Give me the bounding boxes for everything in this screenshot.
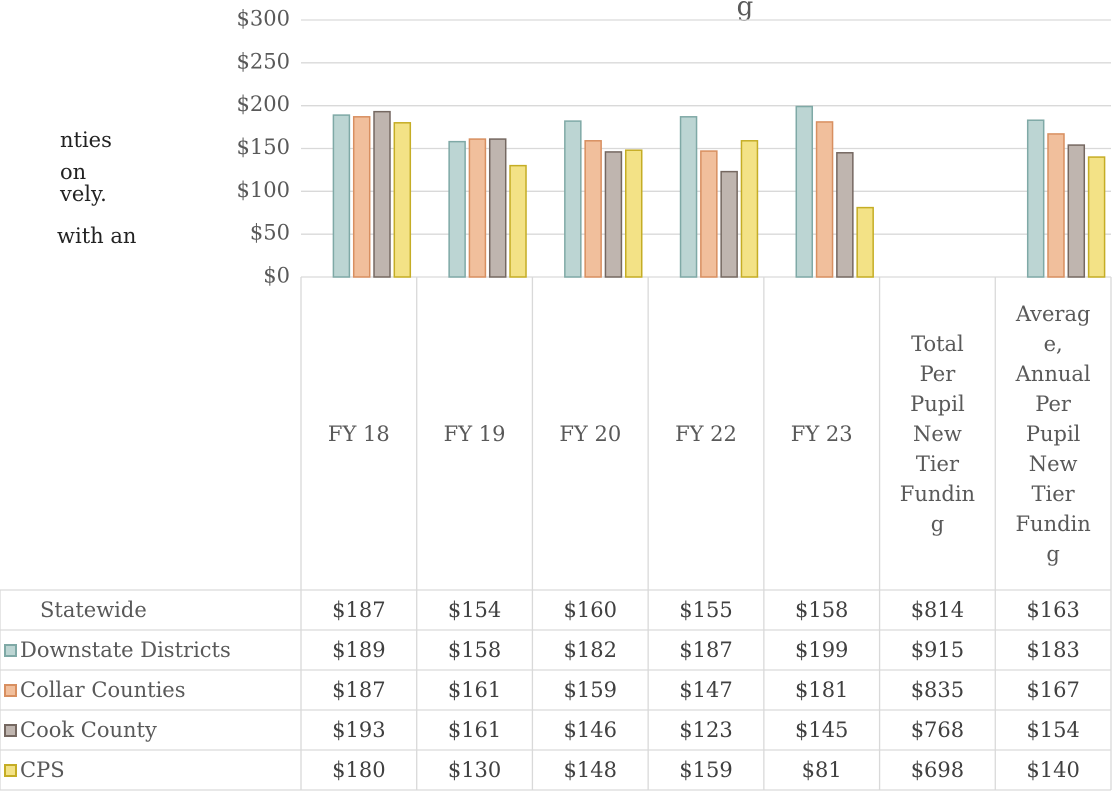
legend-key bbox=[4, 604, 20, 617]
y-tick-label: $200 bbox=[237, 92, 290, 116]
bar bbox=[448, 140, 466, 278]
bar bbox=[1067, 144, 1086, 278]
legend-key bbox=[4, 643, 17, 657]
x-tick-label: Average, Annual Per Pupil New Tier Fundi… bbox=[1015, 301, 1091, 566]
bar bbox=[856, 206, 874, 278]
legend-label: Cook County bbox=[20, 718, 157, 742]
table-value: $161 bbox=[447, 718, 502, 742]
bar bbox=[564, 120, 582, 278]
legend-entry: Statewide bbox=[0, 590, 301, 630]
bar bbox=[624, 149, 643, 278]
legend-label: CPS bbox=[20, 758, 65, 782]
bar bbox=[393, 122, 412, 278]
table-value: $81 bbox=[801, 758, 842, 782]
y-tick-label: $50 bbox=[250, 221, 290, 245]
bar bbox=[1026, 119, 1045, 278]
bar bbox=[815, 121, 834, 278]
table-value: $123 bbox=[679, 718, 733, 742]
table-value: $183 bbox=[1026, 638, 1080, 662]
table-value: $189 bbox=[332, 638, 386, 662]
table-value: $145 bbox=[794, 718, 849, 742]
table-value: $199 bbox=[794, 638, 849, 662]
y-tick-label: $300 bbox=[237, 7, 290, 31]
table-value: $154 bbox=[1026, 718, 1080, 742]
table-value: $187 bbox=[332, 598, 386, 622]
legend-key bbox=[4, 763, 17, 777]
bar bbox=[604, 151, 623, 278]
chart-title: g bbox=[737, 0, 754, 22]
background-text: with an bbox=[57, 224, 137, 248]
table-value: $814 bbox=[910, 598, 965, 622]
bar bbox=[1047, 133, 1065, 278]
background-text: nties bbox=[60, 128, 112, 152]
bar bbox=[740, 140, 759, 278]
x-tick-label: FY 23 bbox=[790, 421, 853, 446]
bar bbox=[795, 105, 814, 278]
table-value: $130 bbox=[447, 758, 502, 782]
y-tick-label: $250 bbox=[237, 49, 290, 73]
bar bbox=[468, 138, 487, 278]
table-value: $160 bbox=[563, 598, 617, 622]
table-value: $698 bbox=[910, 758, 965, 782]
x-tick-label: FY 18 bbox=[327, 421, 390, 446]
table-value: $155 bbox=[679, 598, 733, 622]
x-tick-label: Total Per Pupil New Tier Funding bbox=[899, 331, 976, 536]
legend-key bbox=[4, 683, 17, 697]
table-value: $154 bbox=[447, 598, 502, 622]
table-value: $835 bbox=[910, 678, 965, 702]
table-value: $161 bbox=[447, 678, 502, 702]
legend-entry: Cook County bbox=[0, 710, 301, 750]
bar bbox=[700, 150, 718, 278]
bar bbox=[352, 116, 371, 278]
legend-entry: Downstate Districts bbox=[0, 630, 301, 670]
y-tick-label: $100 bbox=[237, 178, 290, 202]
y-tick-label: $0 bbox=[263, 264, 290, 288]
legend-key bbox=[4, 723, 17, 737]
table-value: $193 bbox=[332, 718, 386, 742]
bar bbox=[332, 114, 351, 278]
y-tick-label: $150 bbox=[237, 135, 290, 159]
legend-label: Statewide bbox=[40, 598, 147, 622]
bar bbox=[679, 116, 698, 278]
bar bbox=[509, 164, 527, 278]
bar bbox=[1087, 156, 1106, 278]
table-value: $187 bbox=[332, 678, 386, 702]
legend-label: Downstate Districts bbox=[20, 638, 231, 662]
x-tick-label: FY 22 bbox=[675, 421, 737, 446]
bar bbox=[488, 138, 507, 278]
background-text: vely. bbox=[60, 182, 107, 206]
table-value: $167 bbox=[1026, 678, 1080, 702]
table-value: $163 bbox=[1026, 598, 1080, 622]
table-value: $180 bbox=[332, 758, 386, 782]
table-value: $181 bbox=[794, 678, 849, 702]
table-value: $915 bbox=[910, 638, 965, 662]
bar bbox=[584, 140, 602, 278]
table-value: $148 bbox=[563, 758, 617, 782]
table-value: $146 bbox=[563, 718, 617, 742]
table-value: $768 bbox=[910, 718, 965, 742]
table-value: $147 bbox=[679, 678, 733, 702]
table-value: $187 bbox=[679, 638, 733, 662]
legend-entry: CPS bbox=[0, 750, 301, 790]
table-value: $140 bbox=[1026, 758, 1080, 782]
table-value: $158 bbox=[447, 638, 502, 662]
background-text: on bbox=[60, 160, 87, 184]
table-value: $159 bbox=[679, 758, 733, 782]
x-tick-label: FY 19 bbox=[443, 421, 506, 446]
legend-label: Collar Counties bbox=[20, 678, 186, 702]
bar bbox=[720, 170, 738, 278]
bar bbox=[836, 152, 854, 278]
table-value: $182 bbox=[563, 638, 617, 662]
table-value: $159 bbox=[563, 678, 617, 702]
bar bbox=[373, 110, 391, 278]
table-value: $158 bbox=[794, 598, 849, 622]
x-tick-label: FY 20 bbox=[559, 421, 622, 446]
legend-entry: Collar Counties bbox=[0, 670, 301, 710]
